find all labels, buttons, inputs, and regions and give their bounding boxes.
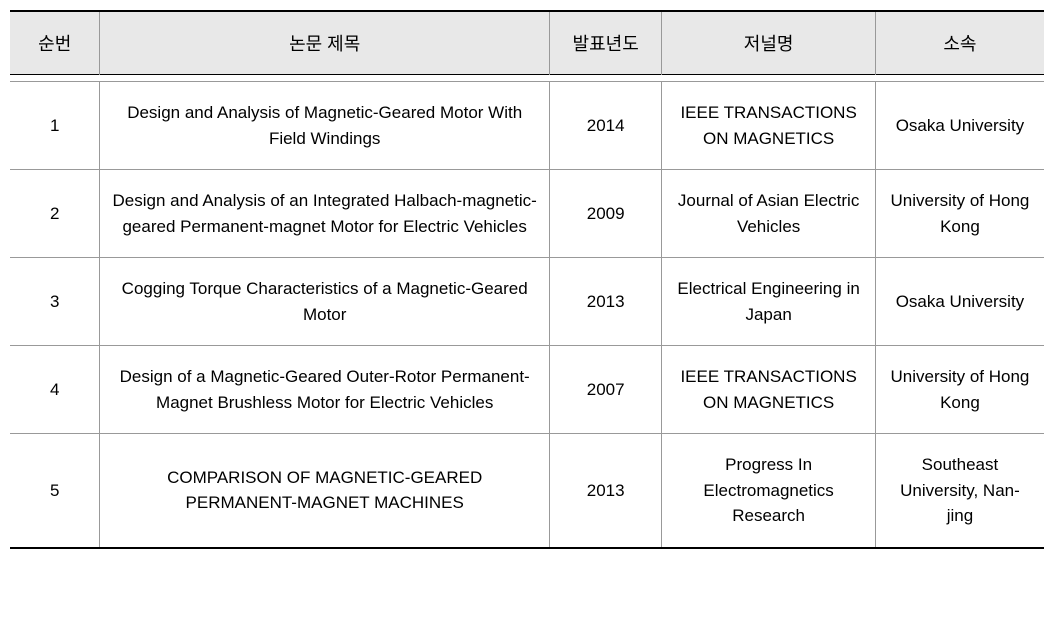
cell-journal: IEEE TRANSACTIONS ON MAGNETICS [662, 346, 876, 434]
cell-seq: 5 [10, 434, 100, 548]
table-row: 1 Design and Analysis of Magnetic-Geared… [10, 82, 1044, 170]
cell-title: Design of a Magnetic-Geared Outer-Rotor … [100, 346, 550, 434]
cell-affiliation: Osaka University [875, 82, 1044, 170]
cell-affiliation: Southeast University, Nan-jing [875, 434, 1044, 548]
table-row: 4 Design of a Magnetic-Geared Outer-Roto… [10, 346, 1044, 434]
table-row: 3 Cogging Torque Characteristics of a Ma… [10, 258, 1044, 346]
cell-year: 2014 [549, 82, 661, 170]
cell-title: Design and Analysis of Magnetic-Geared M… [100, 82, 550, 170]
header-seq: 순번 [10, 11, 100, 75]
cell-seq: 1 [10, 82, 100, 170]
cell-year: 2013 [549, 258, 661, 346]
cell-title: COMPARISON OF MAGNETIC-GEARED PERMANENT-… [100, 434, 550, 548]
cell-year: 2007 [549, 346, 661, 434]
header-year: 발표년도 [549, 11, 661, 75]
cell-seq: 3 [10, 258, 100, 346]
cell-year: 2013 [549, 434, 661, 548]
cell-year: 2009 [549, 170, 661, 258]
header-affiliation: 소속 [875, 11, 1044, 75]
header-title: 논문 제목 [100, 11, 550, 75]
header-journal: 저널명 [662, 11, 876, 75]
cell-journal: Electrical Engineering in Japan [662, 258, 876, 346]
cell-journal: Journal of Asian Electric Vehicles [662, 170, 876, 258]
table-row: 5 COMPARISON OF MAGNETIC-GEARED PERMANEN… [10, 434, 1044, 548]
table-body: 1 Design and Analysis of Magnetic-Geared… [10, 75, 1044, 548]
cell-affiliation: University of Hong Kong [875, 170, 1044, 258]
papers-table: 순번 논문 제목 발표년도 저널명 소속 1 Design and Analys… [10, 10, 1044, 549]
cell-seq: 4 [10, 346, 100, 434]
table-header-row: 순번 논문 제목 발표년도 저널명 소속 [10, 11, 1044, 75]
cell-affiliation: Osaka University [875, 258, 1044, 346]
cell-journal: IEEE TRANSACTIONS ON MAGNETICS [662, 82, 876, 170]
table-row: 2 Design and Analysis of an Integrated H… [10, 170, 1044, 258]
cell-seq: 2 [10, 170, 100, 258]
spacer-row [10, 75, 1044, 82]
cell-affiliation: University of Hong Kong [875, 346, 1044, 434]
cell-journal: Progress In Electromagnetics Research [662, 434, 876, 548]
cell-title: Design and Analysis of an Integrated Hal… [100, 170, 550, 258]
cell-title: Cogging Torque Characteristics of a Magn… [100, 258, 550, 346]
